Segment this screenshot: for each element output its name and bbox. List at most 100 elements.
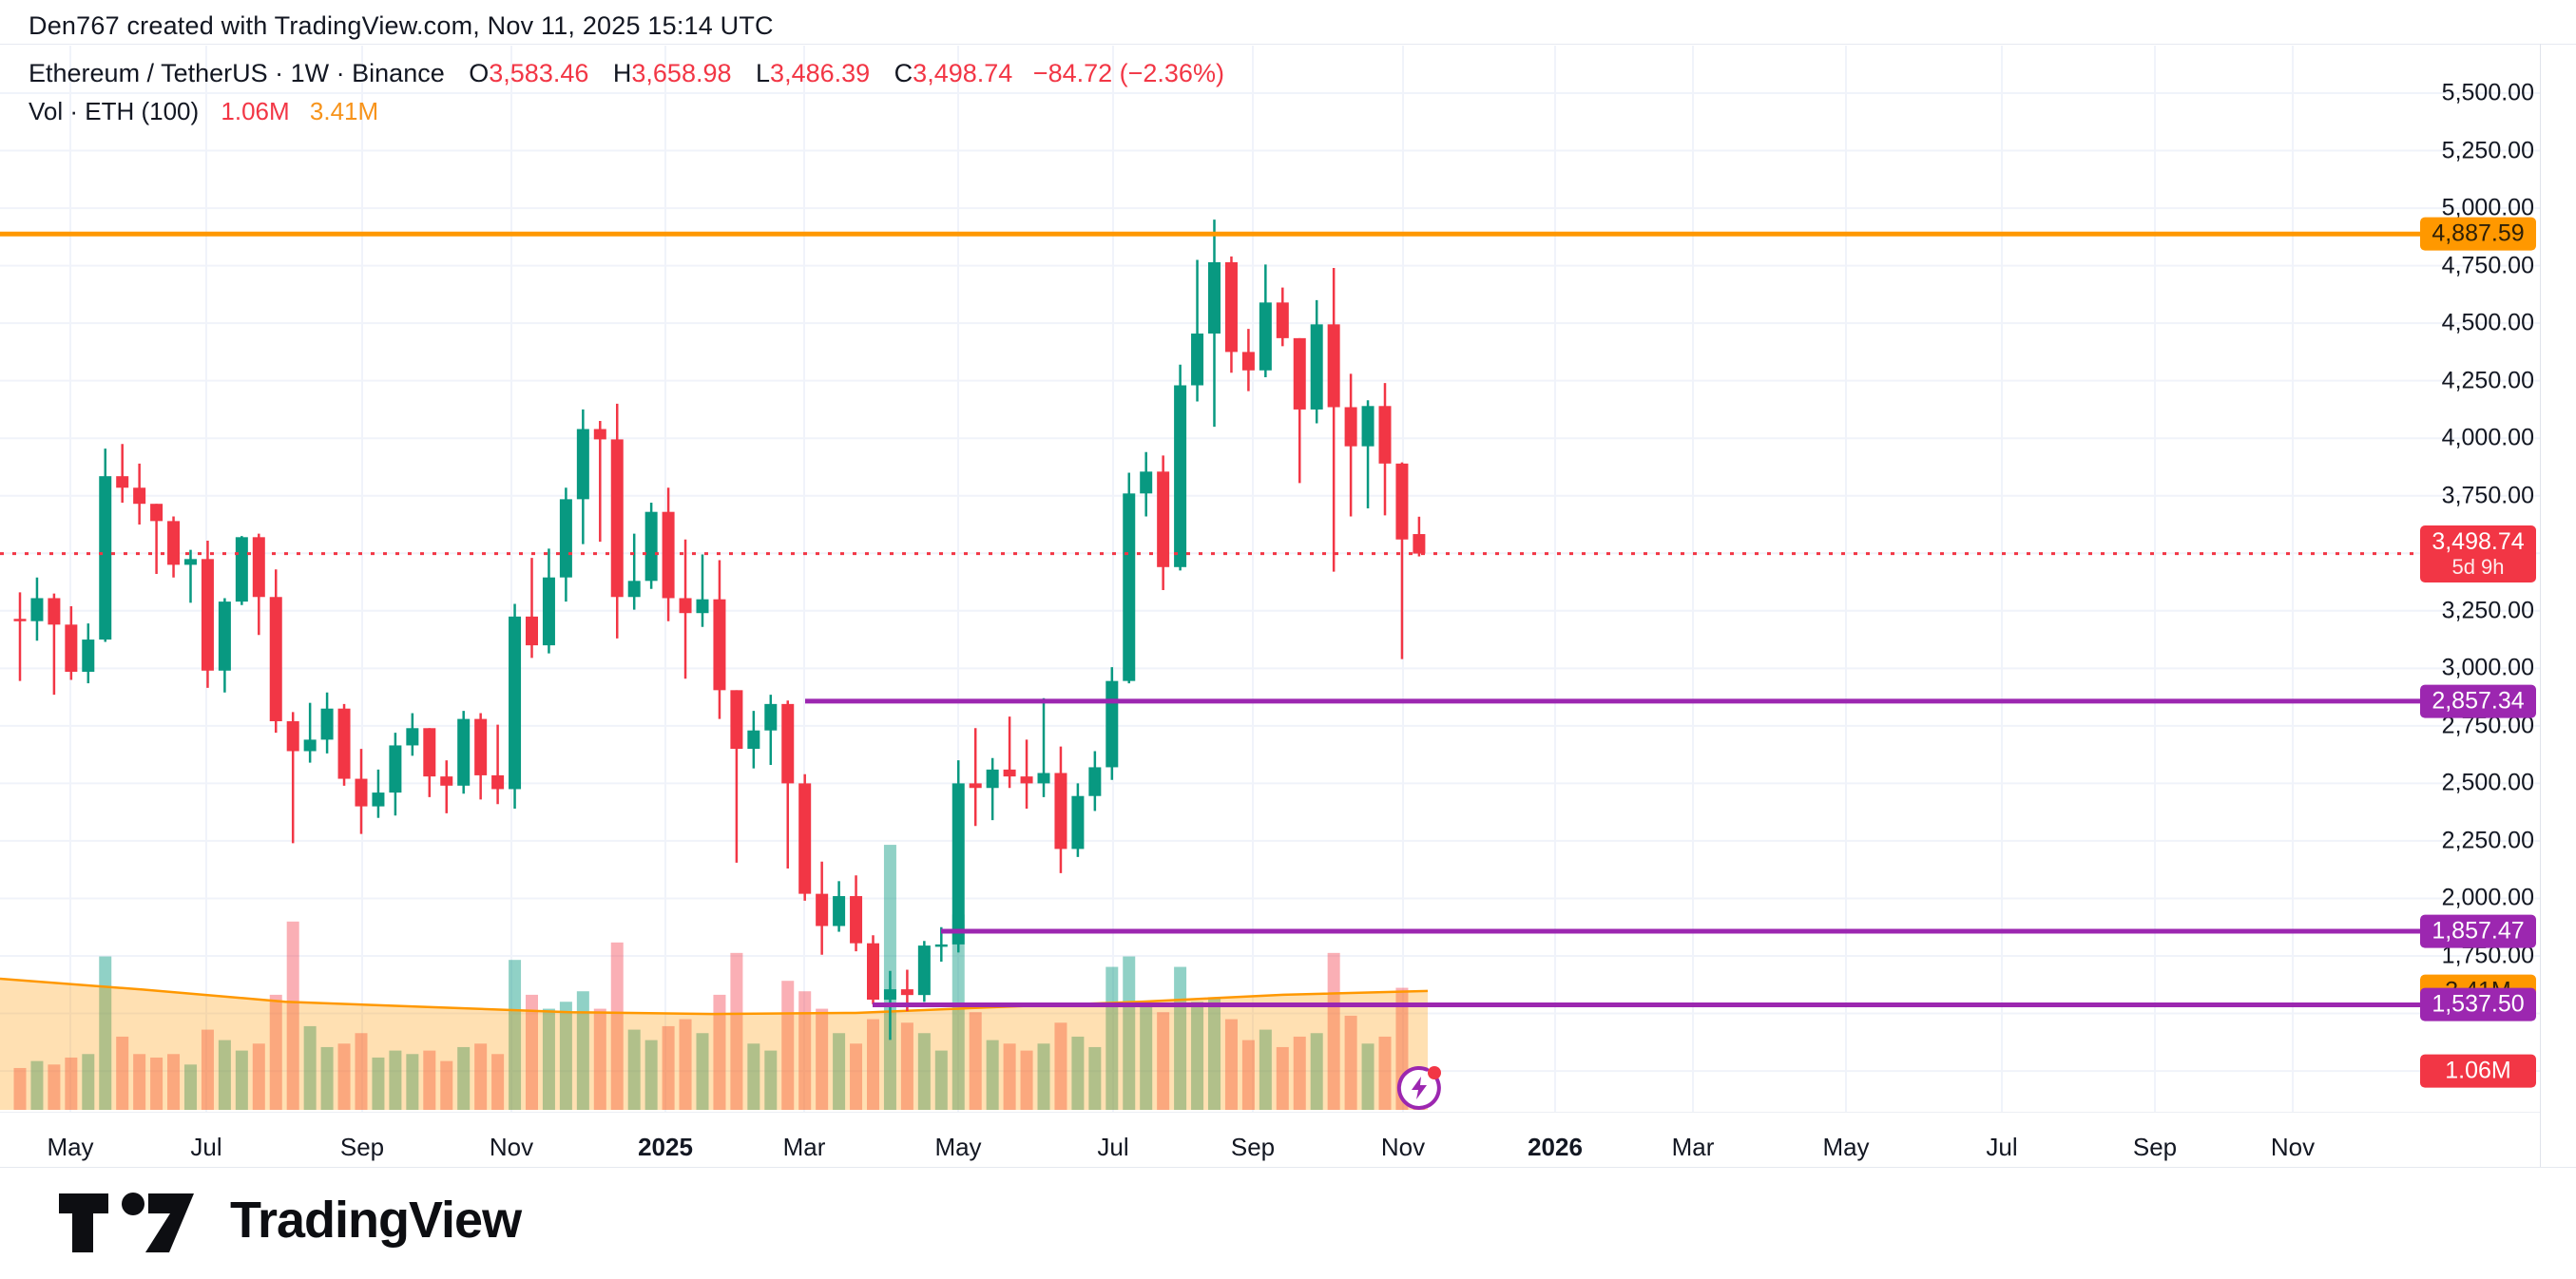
volume-current-value: 1.06M	[221, 97, 290, 125]
candle-body	[1224, 261, 1238, 353]
candle-body	[1378, 406, 1392, 464]
header-divider	[0, 44, 2576, 45]
volume-bar	[355, 1033, 368, 1110]
candle-body	[696, 599, 709, 614]
volume-legend[interactable]: Vol · ETH (100) 1.06M 3.41M	[29, 97, 378, 126]
price-axis-badge: 1,537.50	[2420, 988, 2536, 1021]
volume-bar	[491, 1054, 505, 1110]
candle-body	[99, 476, 112, 640]
candle-body	[1054, 773, 1067, 849]
volume-bar	[1276, 1046, 1289, 1110]
candle-body	[1140, 471, 1153, 494]
time-tick-month: Jul	[1986, 1133, 2018, 1161]
candle-body	[1241, 352, 1255, 371]
change-value: −84.72 (−2.36%)	[1032, 59, 1224, 87]
volume-bar	[542, 1008, 555, 1110]
volume-bar	[269, 994, 282, 1110]
volume-bar	[1224, 1019, 1238, 1110]
volume-bar	[1293, 1036, 1306, 1110]
volume-bar	[474, 1043, 488, 1110]
volume-bar	[320, 1046, 334, 1110]
candle-body	[252, 537, 265, 598]
candle-body	[627, 581, 641, 598]
volume-bar	[1191, 1002, 1204, 1110]
volume-bar	[1241, 1040, 1255, 1110]
volume-bar	[644, 1040, 658, 1110]
volume-bar	[457, 1046, 471, 1110]
volume-bar	[337, 1043, 351, 1110]
candle-body	[1037, 773, 1050, 784]
tradingview-logo-icon	[59, 1193, 194, 1252]
candle-body	[764, 703, 778, 731]
candle-body	[610, 439, 624, 598]
candle-body	[833, 896, 846, 926]
candle-body	[1105, 680, 1119, 768]
candle-body	[1157, 471, 1170, 567]
attribution-text: Den767 created with TradingView.com, Nov…	[29, 11, 774, 40]
volume-bar	[423, 1050, 436, 1110]
volume-bar	[986, 1040, 999, 1110]
time-axis-border	[0, 1112, 2540, 1113]
candle-body	[986, 769, 999, 789]
volume-bar	[389, 1050, 402, 1110]
price-tick-label: 4,250.00	[2441, 367, 2534, 394]
symbol-legend[interactable]: Ethereum / TetherUS · 1W · Binance O3,58…	[29, 59, 1224, 88]
candle-body	[406, 728, 419, 746]
candle-body	[781, 703, 795, 784]
symbol-name: Ethereum / TetherUS	[29, 59, 268, 87]
volume-bar	[952, 914, 965, 1110]
time-tick-month: Jul	[190, 1133, 222, 1161]
candle-body	[1191, 334, 1204, 386]
open-letter: O	[469, 59, 490, 87]
volume-bar	[730, 952, 743, 1110]
time-tick-month: Jul	[1097, 1133, 1129, 1161]
volume-bar	[900, 1022, 913, 1110]
candle-body	[440, 776, 453, 786]
volume-bar	[167, 1054, 181, 1110]
candle-body	[542, 577, 555, 646]
volume-bar	[184, 1064, 197, 1110]
volume-bar	[1071, 1036, 1085, 1110]
candle-body	[116, 476, 129, 488]
time-tick-month: Nov	[1380, 1133, 1426, 1161]
volume-bar	[526, 994, 538, 1110]
candle-body	[934, 944, 948, 947]
candle-body	[526, 616, 538, 646]
volume-bar	[850, 1043, 863, 1110]
candle-body	[372, 792, 385, 807]
candle-body	[1071, 795, 1085, 849]
volume-bar	[30, 1060, 44, 1110]
price-tick-label: 4,750.00	[2441, 252, 2534, 279]
candle-body	[286, 721, 299, 752]
candle-body	[218, 601, 231, 671]
volume-bar	[65, 1057, 78, 1110]
candle-body	[474, 718, 488, 775]
volume-bar	[1140, 1004, 1153, 1110]
candle-body	[1174, 385, 1187, 567]
volume-bar	[406, 1054, 419, 1110]
volume-bar	[576, 991, 589, 1110]
candle-body	[679, 598, 692, 614]
time-tick-month: Mar	[782, 1133, 826, 1161]
candle-body	[1020, 776, 1033, 784]
volume-bar	[662, 1025, 675, 1110]
candle-body	[952, 783, 965, 945]
volume-bar	[440, 1060, 453, 1110]
price-axis-border	[2540, 44, 2541, 1167]
candle-body	[150, 504, 163, 522]
volume-bar	[99, 956, 112, 1110]
candle-body	[201, 559, 214, 671]
candle-body	[1276, 302, 1289, 338]
candle-body	[867, 943, 879, 1001]
volume-bar	[833, 1033, 846, 1110]
boost-icon[interactable]	[1396, 1065, 1441, 1110]
time-tick-month: May	[934, 1133, 982, 1161]
candle-body	[1003, 769, 1016, 777]
close-letter: C	[894, 59, 913, 87]
candle-body	[133, 487, 146, 505]
candle-body	[48, 598, 61, 625]
tradingview-footer[interactable]: TradingView	[57, 1186, 522, 1254]
volume-bar	[1208, 998, 1221, 1110]
